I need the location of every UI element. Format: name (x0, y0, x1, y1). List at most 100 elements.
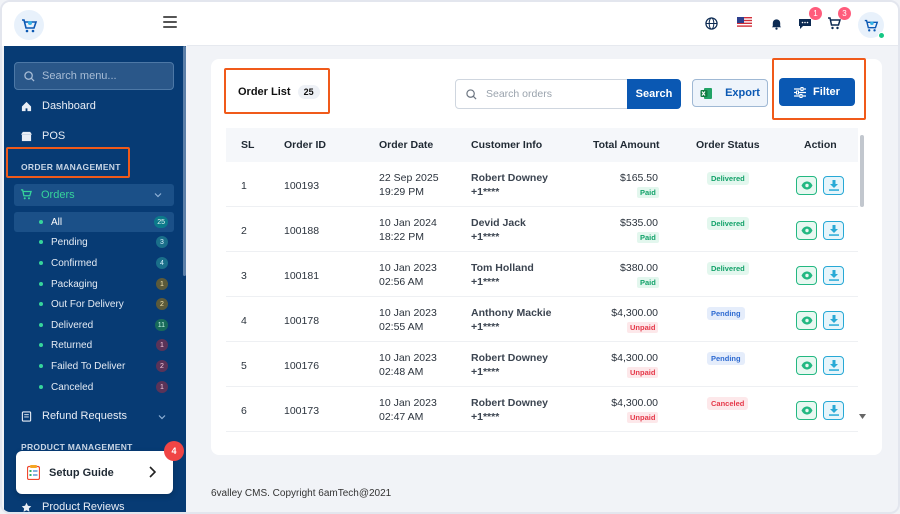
sidebar-subitem-canceled[interactable]: Canceled 1 (14, 377, 174, 397)
hamburger-menu-icon[interactable] (163, 16, 177, 28)
row-order-time: 02:47 AM (379, 411, 424, 423)
chevron-down-icon[interactable] (158, 413, 166, 421)
download-icon (828, 225, 839, 236)
search-button[interactable]: Search (627, 79, 681, 109)
download-invoice-button[interactable] (823, 176, 844, 195)
row-order-id[interactable]: 100176 (284, 360, 320, 372)
search-icon (466, 88, 477, 100)
download-invoice-button[interactable] (823, 221, 844, 240)
sidebar-subitem-packaging[interactable]: Packaging 1 (14, 274, 174, 294)
eye-icon (801, 271, 812, 280)
bullet (39, 282, 43, 286)
eye-icon (801, 181, 812, 190)
count-badge: 25 (154, 216, 168, 228)
cart-icon[interactable]: 3 (825, 7, 851, 32)
row-sl: 3 (241, 270, 247, 282)
table-row (226, 387, 858, 432)
filter-button[interactable]: Filter (779, 78, 855, 106)
row-sl: 2 (241, 225, 247, 237)
bullet (39, 220, 43, 224)
download-invoice-button[interactable] (823, 356, 844, 375)
row-customer-name: Tom Holland (471, 262, 534, 274)
col-header-order-date: Order Date (379, 139, 434, 151)
row-sl: 6 (241, 405, 247, 417)
sidebar-subitem-pending[interactable]: Pending 3 (14, 232, 174, 252)
download-invoice-button[interactable] (823, 266, 844, 285)
filter-button-label: Filter (813, 86, 840, 98)
sidebar-scrollbar[interactable] (183, 46, 186, 276)
sidebar-item-dashboard[interactable]: Dashboard (20, 100, 96, 112)
section-title-order-management: ORDER MANAGEMENT (21, 162, 121, 172)
subitem-label: Packaging (51, 278, 98, 290)
order-status-badge: Delivered (707, 217, 749, 230)
sidebar-subitem-confirmed[interactable]: Confirmed 4 (14, 253, 174, 273)
table-scrollbar[interactable] (860, 135, 864, 207)
sidebar-item-refund-requests[interactable]: Refund Requests (20, 410, 127, 422)
search-orders-input[interactable] (486, 88, 616, 100)
download-icon (828, 270, 839, 281)
export-button-label: Export (725, 87, 760, 99)
section-title-product-management: PRODUCT MANAGEMENT (21, 442, 133, 452)
eye-icon (801, 361, 812, 370)
highlight-order-list-title (224, 68, 330, 114)
order-status-badge: Pending (707, 352, 745, 365)
sidebar-subitem-failed-to-deliver[interactable]: Failed To Deliver 2 (14, 356, 174, 376)
view-order-button[interactable] (796, 356, 817, 375)
sidebar-item-pos[interactable]: POS (20, 130, 65, 142)
globe-icon[interactable] (702, 14, 720, 32)
sidebar-item-label: Product Reviews (42, 501, 125, 513)
row-order-id[interactable]: 100188 (284, 225, 320, 237)
scroll-down-arrow-icon[interactable] (859, 414, 866, 419)
row-order-id[interactable]: 100181 (284, 270, 320, 282)
sidebar-subitem-all[interactable]: All 25 (14, 212, 174, 232)
table-row (226, 252, 858, 297)
count-badge: 1 (156, 381, 168, 393)
sidebar-item-product-reviews[interactable]: Product Reviews (20, 501, 125, 513)
chat-icon[interactable]: 1 (796, 7, 822, 32)
sidebar-subitem-returned[interactable]: Returned 1 (14, 335, 174, 355)
view-order-button[interactable] (796, 266, 817, 285)
view-order-button[interactable] (796, 176, 817, 195)
download-invoice-button[interactable] (823, 311, 844, 330)
bell-icon[interactable] (767, 14, 785, 32)
order-status-badge: Delivered (707, 262, 749, 275)
page-title: Order List 25 (238, 85, 320, 99)
view-order-button[interactable] (796, 311, 817, 330)
export-button[interactable]: Export (692, 79, 768, 107)
row-customer-name: Robert Downey (471, 172, 549, 184)
payment-status-badge: Paid (637, 187, 659, 198)
us-flag-icon[interactable] (735, 13, 753, 31)
star-icon (20, 501, 32, 512)
sidebar-item-orders[interactable]: Orders (14, 184, 174, 206)
sidebar-subitem-delivered[interactable]: Delivered 11 (14, 315, 174, 335)
user-avatar[interactable] (858, 12, 885, 39)
row-order-id[interactable]: 100193 (284, 180, 320, 192)
view-order-button[interactable] (796, 221, 817, 240)
search-orders-field[interactable] (455, 79, 628, 109)
brand-logo-icon[interactable] (14, 10, 44, 40)
row-order-id[interactable]: 100178 (284, 315, 320, 327)
cart-badge: 3 (838, 7, 851, 20)
view-order-button[interactable] (796, 401, 817, 420)
row-customer-phone: +1**** (471, 186, 500, 198)
excel-icon (700, 87, 713, 99)
setup-guide-label: Setup Guide (49, 466, 114, 479)
bullet (39, 261, 43, 265)
count-badge: 11 (154, 319, 168, 331)
setup-guide-button[interactable]: Setup Guide 4 (16, 441, 184, 494)
subitem-label: Pending (51, 236, 88, 248)
sidebar: Search menu... Dashboard POS ORDER MANAG… (4, 46, 186, 513)
sidebar-subitem-out-for-delivery[interactable]: Out For Delivery 2 (14, 294, 174, 314)
chevron-down-icon (154, 193, 162, 198)
filter-sliders-icon (794, 86, 807, 98)
row-order-id[interactable]: 100173 (284, 405, 320, 417)
sidebar-search-input[interactable]: Search menu... (14, 62, 174, 90)
chevron-right-icon (149, 466, 156, 478)
row-customer-phone: +1**** (471, 411, 500, 423)
table-header (226, 128, 858, 162)
online-status-dot (878, 32, 885, 39)
download-invoice-button[interactable] (823, 401, 844, 420)
row-order-time: 02:48 AM (379, 366, 424, 378)
row-total-amount: $380.00 (620, 262, 658, 274)
row-sl: 1 (241, 180, 247, 192)
